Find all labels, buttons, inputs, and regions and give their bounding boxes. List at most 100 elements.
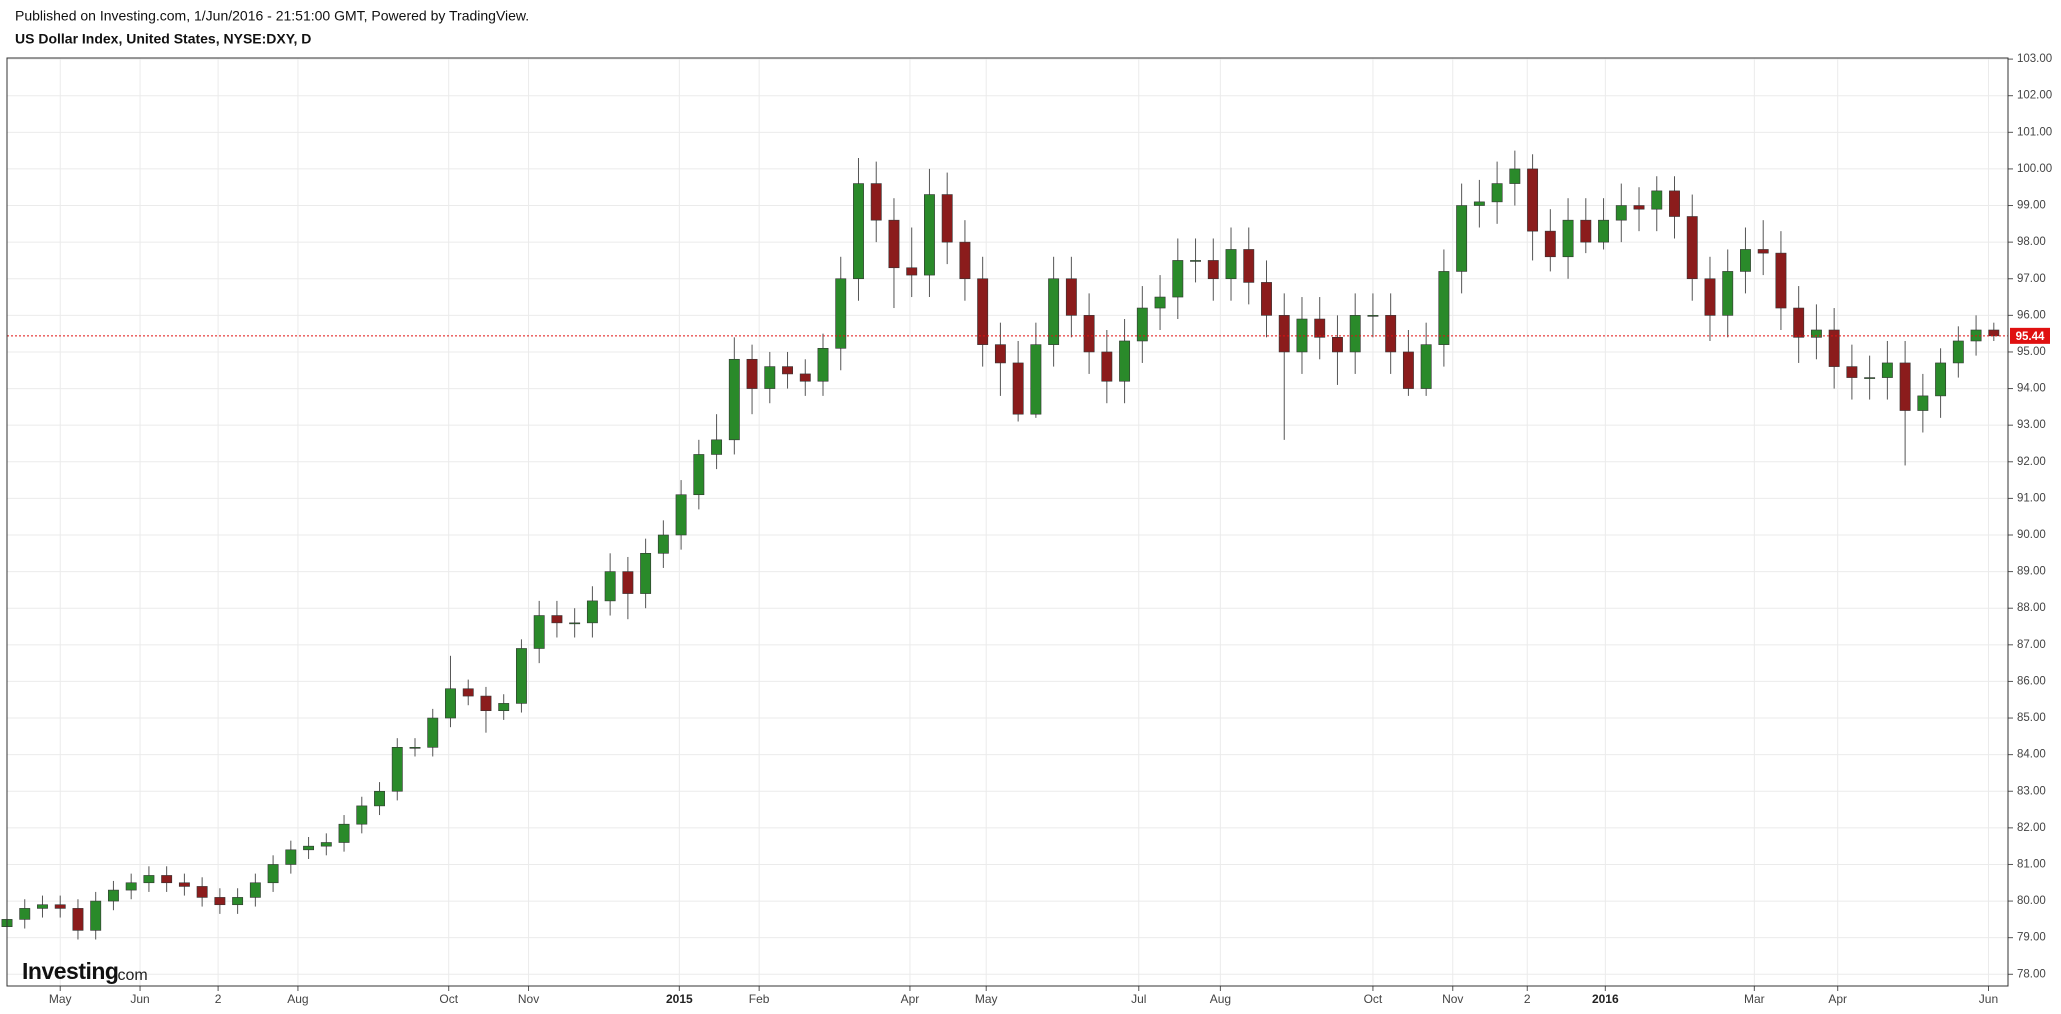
candle-body <box>54 904 66 909</box>
candle-body <box>1509 168 1521 184</box>
watermark-suffix: .com <box>113 967 148 984</box>
candle-body <box>1278 315 1290 353</box>
candle-body <box>427 717 439 748</box>
candle-body <box>1881 362 1893 378</box>
candle-body <box>693 454 705 496</box>
candle-body <box>515 648 527 704</box>
candle-body <box>1473 201 1485 206</box>
y-tick-label: 80.00 <box>2017 895 2046 907</box>
candle-body <box>498 703 510 712</box>
candle-body <box>1367 315 1379 317</box>
y-tick-label: 94.00 <box>2017 383 2046 395</box>
candle-body <box>1083 315 1095 353</box>
y-tick-label: 101.00 <box>2017 126 2052 138</box>
y-tick-label: 83.00 <box>2017 785 2046 797</box>
y-tick-label: 84.00 <box>2017 749 2046 761</box>
candle-body <box>1615 205 1627 221</box>
candle-body <box>1314 318 1326 338</box>
x-tick-label: May <box>975 992 998 1006</box>
candle-body <box>125 882 137 891</box>
candle-body <box>90 900 102 931</box>
candle-body <box>285 849 297 865</box>
candle-body <box>143 875 155 884</box>
candle-body <box>409 747 421 749</box>
candle-body <box>1154 296 1166 309</box>
candle-body <box>657 534 669 554</box>
candle-body <box>1065 278 1077 316</box>
candle-body <box>1793 307 1805 338</box>
last-price-label: 95.44 <box>2016 331 2045 343</box>
candle-body <box>1420 344 1432 389</box>
candle-body <box>959 241 971 280</box>
candle-body <box>1332 337 1343 353</box>
y-tick-label: 103.00 <box>2017 53 2052 65</box>
x-tick-label: Mar <box>1744 992 1765 1006</box>
candle-body <box>994 344 1006 364</box>
x-tick-label: Aug <box>287 992 308 1006</box>
candle-body <box>746 358 758 389</box>
x-tick-label: Oct <box>439 992 458 1006</box>
candle-body <box>622 571 634 594</box>
y-tick-label: 82.00 <box>2017 822 2046 834</box>
candle-body <box>1172 260 1184 298</box>
candle-body <box>799 373 811 382</box>
candle-body <box>1402 351 1414 389</box>
candle-body <box>1740 249 1751 272</box>
candle-body <box>711 439 723 455</box>
x-tick-label: Nov <box>1442 992 1463 1006</box>
candle-body <box>1935 362 1947 397</box>
x-tick-label: 2 <box>1524 992 1531 1006</box>
y-tick-label: 98.00 <box>2017 236 2046 248</box>
y-tick-label: 90.00 <box>2017 529 2046 541</box>
candle-body <box>1988 329 2000 337</box>
candle-body <box>196 886 208 898</box>
x-tick-label: 2016 <box>1592 992 1619 1006</box>
candle-body <box>604 571 616 602</box>
candle-body <box>1810 329 1822 338</box>
x-tick-label: 2015 <box>666 992 693 1006</box>
y-tick-label: 85.00 <box>2017 712 2046 724</box>
candle-body <box>551 615 563 624</box>
candle-body <box>817 347 829 382</box>
y-tick-label: 86.00 <box>2017 675 2046 687</box>
candle-body <box>1119 340 1131 382</box>
x-tick-label: May <box>49 992 72 1006</box>
candle-body <box>19 908 31 920</box>
candle-body <box>480 695 492 712</box>
candle-body <box>1580 219 1592 243</box>
candle-body <box>1669 190 1680 217</box>
y-tick-label: 88.00 <box>2017 602 2046 614</box>
candle-body <box>1952 340 1964 364</box>
candle-body <box>232 897 244 906</box>
x-tick-label: Oct <box>1364 992 1383 1006</box>
candle-body <box>1190 260 1201 262</box>
candle-body <box>1225 249 1237 280</box>
candle-body <box>1686 216 1698 280</box>
candle-body <box>1598 219 1609 243</box>
candle-body <box>72 908 84 931</box>
candle-body <box>1527 168 1539 232</box>
x-tick-label: Feb <box>749 992 770 1006</box>
candle-body <box>1722 271 1734 316</box>
candle-body <box>675 494 687 536</box>
candle-body <box>1828 329 1840 367</box>
y-tick-label: 81.00 <box>2017 858 2046 870</box>
candle-body <box>214 897 226 906</box>
candle-body <box>533 615 545 649</box>
x-tick-label: Jun <box>130 992 149 1006</box>
candle-body <box>1030 344 1042 415</box>
candle-body <box>1012 362 1024 415</box>
candle-body <box>356 805 368 825</box>
candle-body <box>1846 366 1858 378</box>
candle-body <box>870 183 882 221</box>
candle-body <box>977 278 989 345</box>
candle-body <box>374 790 385 807</box>
y-tick-label: 102.00 <box>2017 90 2052 102</box>
candle-body <box>853 183 864 280</box>
candle-body <box>249 882 261 898</box>
candle-body <box>1491 183 1503 203</box>
candle-body <box>303 845 315 851</box>
y-tick-label: 92.00 <box>2017 456 2046 468</box>
y-tick-label: 100.00 <box>2017 163 2052 175</box>
